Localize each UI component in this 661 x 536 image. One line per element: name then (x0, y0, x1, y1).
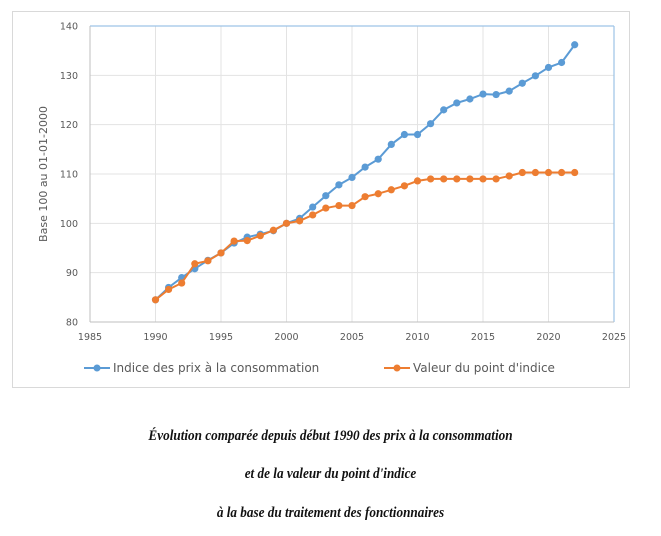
data-point (322, 204, 330, 212)
data-point (374, 155, 382, 163)
data-point (453, 99, 461, 107)
caption-line-1: Évolution comparée depuis début 1990 des… (148, 428, 513, 444)
data-point (335, 201, 343, 210)
x-tick-label: 1995 (209, 332, 233, 343)
y-tick-label: 120 (60, 120, 78, 131)
x-tick-label: 2010 (405, 332, 429, 343)
x-tick-label: 2025 (602, 332, 626, 343)
data-point (309, 211, 317, 219)
data-point (243, 237, 251, 245)
data-point (479, 90, 487, 98)
x-tick-label: 1990 (143, 332, 167, 343)
data-point (558, 168, 566, 177)
caption-line-3: à la base du traitement des fonctionnair… (216, 505, 445, 521)
data-point (427, 175, 435, 183)
y-tick-label: 140 (60, 22, 78, 33)
data-point (544, 168, 553, 177)
data-point (309, 203, 317, 211)
legend-label: Indice des prix à la consommation (113, 361, 319, 375)
data-point (178, 279, 186, 287)
data-point (571, 41, 579, 49)
data-point (518, 79, 526, 87)
data-point (413, 177, 422, 185)
x-tick-label: 2020 (536, 332, 560, 343)
data-point (361, 163, 369, 171)
axes: 80 90 100 110 120 130 140 1985 1990 1995 2000 2005 2… (60, 22, 626, 344)
data-point (571, 168, 579, 177)
legend-swatch-marker (393, 364, 401, 372)
data-point (413, 130, 422, 139)
legend: Indice des prix à la consommation Valeur … (84, 361, 555, 375)
data-point (296, 217, 304, 225)
data-point (440, 175, 448, 183)
data-point (165, 285, 173, 294)
data-point (492, 90, 500, 99)
data-point (479, 175, 487, 183)
data-point (453, 175, 461, 183)
data-point (151, 296, 160, 304)
y-tick-label: 130 (60, 71, 78, 82)
y-tick-label: 100 (60, 219, 78, 230)
data-point (191, 260, 199, 268)
x-tick-label: 1985 (78, 332, 102, 343)
data-point (374, 190, 382, 198)
legend-label: Valeur du point d'indice (413, 361, 555, 375)
data-point (387, 140, 395, 148)
data-point (505, 87, 513, 95)
data-point (269, 226, 277, 234)
y-axis-label: Base 100 au 01-01-2000 (37, 106, 50, 242)
data-point (282, 219, 291, 227)
data-point (322, 192, 330, 200)
data-point (466, 175, 474, 183)
data-point (348, 201, 356, 210)
line-chart: 80 90 100 110 120 130 140 1985 1990 1995 2000 2005 2… (37, 22, 626, 376)
data-point (466, 95, 474, 103)
data-point (427, 120, 435, 128)
data-point (518, 168, 526, 177)
data-point (440, 106, 448, 114)
y-tick-label: 80 (66, 318, 78, 329)
data-point (505, 172, 513, 180)
data-point (230, 237, 238, 245)
data-point (256, 232, 264, 240)
data-point (204, 257, 212, 265)
series-line-0 (154, 44, 576, 301)
data-point (492, 175, 500, 183)
data-point (387, 186, 395, 194)
data-point (348, 173, 356, 182)
series-line-1 (154, 171, 575, 301)
data-point (400, 182, 408, 190)
data-point (544, 63, 553, 72)
data-point (217, 249, 225, 257)
y-tick-label: 90 (66, 268, 78, 279)
x-tick-label: 2015 (471, 332, 495, 343)
data-point (531, 72, 540, 80)
data-point (400, 130, 408, 139)
data-point (335, 181, 343, 189)
data-point (361, 193, 369, 201)
data-point (558, 58, 566, 67)
caption-line-2: et de la valeur du point d'indice (244, 466, 417, 482)
data-point (531, 168, 540, 177)
x-tick-label: 2000 (274, 332, 298, 343)
x-tick-label: 2005 (340, 332, 364, 343)
series-group (151, 41, 579, 304)
y-tick-label: 110 (60, 170, 78, 181)
legend-swatch-marker (93, 364, 101, 372)
